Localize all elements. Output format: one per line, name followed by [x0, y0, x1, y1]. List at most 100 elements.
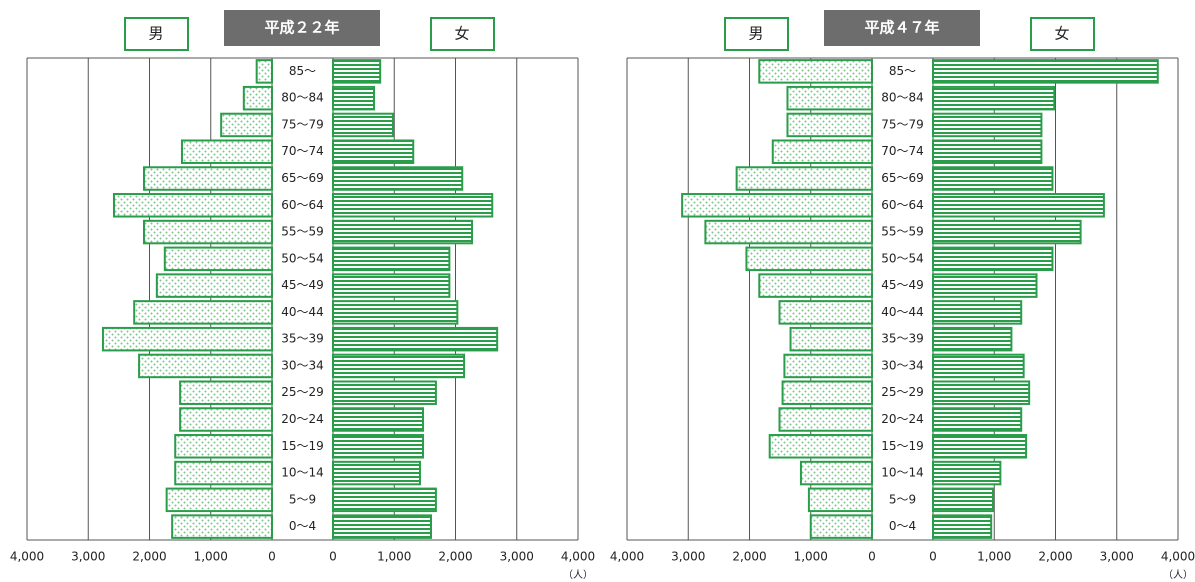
category-label: 10～14	[281, 466, 324, 480]
bar-male	[165, 487, 273, 513]
bar-male	[101, 326, 273, 352]
legend-box	[124, 17, 189, 51]
category-label: 60～64	[281, 198, 324, 212]
x-tick-label: 2,000	[732, 550, 766, 564]
x-tick-label: 1,000	[794, 550, 828, 564]
unit-label: （人）	[563, 569, 593, 581]
category-label: 80～84	[281, 91, 324, 105]
bar-female	[932, 300, 1023, 325]
title-box	[224, 10, 380, 46]
bar-female	[932, 219, 1082, 245]
category-label: 0～4	[889, 519, 916, 533]
bar-male	[786, 85, 873, 111]
bar-male	[781, 380, 874, 405]
x-tick-label: 4,000	[1161, 550, 1195, 564]
bar-male	[155, 273, 274, 298]
legend-label: 女	[454, 25, 469, 43]
bar-male	[142, 219, 273, 245]
bar-male	[758, 273, 873, 298]
bar-female	[932, 353, 1025, 379]
bar-female	[932, 514, 993, 539]
bar-female	[332, 112, 395, 138]
category-label: 50～54	[281, 251, 324, 265]
category-label: 65～69	[881, 171, 924, 185]
bar-male	[799, 460, 874, 486]
bar-male	[681, 193, 873, 218]
bar-male	[771, 139, 874, 164]
category-label: 75～79	[281, 117, 324, 131]
legend-label: 男	[148, 25, 163, 43]
bar-female	[932, 407, 1023, 432]
x-tick-label: 2,000	[1038, 550, 1072, 564]
x-tick-label: 4,000	[610, 550, 644, 564]
category-label: 75～79	[881, 117, 924, 131]
category-label: 55～59	[281, 225, 324, 239]
category-label: 35～39	[281, 332, 324, 346]
legend-box	[430, 17, 495, 51]
bar-male	[735, 166, 874, 191]
x-tick-label: 4,000	[561, 550, 595, 564]
chart-title: 平成２２年	[264, 19, 339, 37]
bar-female	[332, 246, 451, 272]
bar-female	[932, 487, 995, 513]
category-label: 35～39	[881, 332, 924, 346]
bar-female	[332, 193, 494, 218]
category-label: 70～74	[881, 144, 924, 158]
bar-male	[142, 166, 273, 191]
category-label: 25～29	[881, 385, 924, 399]
bar-female	[932, 434, 1028, 459]
bar-male	[179, 380, 273, 405]
category-label: 55～59	[881, 225, 924, 239]
category-label: 15～19	[281, 439, 324, 453]
category-label: 70～74	[281, 144, 324, 158]
bar-female	[332, 166, 464, 191]
bar-female	[932, 273, 1038, 298]
x-tick-label: 0	[868, 550, 876, 564]
bar-male	[745, 246, 873, 272]
bar-male	[786, 112, 873, 138]
x-tick-label: 2,000	[132, 550, 166, 564]
x-tick-label: 3,000	[71, 550, 105, 564]
x-tick-label: 1,000	[977, 550, 1011, 564]
bar-female	[332, 139, 415, 164]
bar-male	[778, 300, 874, 325]
bar-male	[163, 246, 273, 272]
category-label: 5～9	[889, 492, 916, 506]
x-tick-label: 0	[268, 550, 276, 564]
category-label: 45～49	[281, 278, 324, 292]
category-label: 80～84	[881, 91, 924, 105]
legend-label: 男	[748, 25, 763, 43]
bar-male	[174, 460, 274, 486]
x-tick-label: 1,000	[377, 550, 411, 564]
bar-male	[704, 219, 874, 245]
bar-female	[332, 219, 474, 245]
bar-female	[932, 85, 1056, 111]
bar-female	[932, 460, 1002, 486]
bar-male	[778, 407, 874, 432]
bar-female	[932, 59, 1159, 84]
x-tick-label: 3,000	[1100, 550, 1134, 564]
bar-female	[332, 514, 432, 539]
bar-female	[932, 193, 1105, 218]
bar-female	[932, 326, 1013, 352]
bar-male	[255, 59, 273, 84]
category-label: 85～	[289, 64, 316, 78]
category-label: 15～19	[881, 439, 924, 453]
x-tick-label: 0	[329, 550, 337, 564]
category-label: 20～24	[881, 412, 924, 426]
category-label: 0～4	[289, 519, 316, 533]
bar-female	[932, 112, 1043, 138]
bar-male	[112, 193, 273, 218]
bar-female	[332, 273, 451, 298]
category-label: 30～34	[281, 358, 324, 372]
bar-female	[332, 487, 437, 513]
bar-male	[138, 353, 273, 379]
bar-male	[807, 487, 873, 513]
bar-male	[179, 407, 273, 432]
bar-female	[332, 59, 382, 84]
bar-female	[932, 166, 1054, 191]
bar-female	[332, 326, 499, 352]
x-tick-label: 0	[929, 550, 937, 564]
bar-female	[332, 353, 466, 379]
category-label: 25～29	[281, 385, 324, 399]
